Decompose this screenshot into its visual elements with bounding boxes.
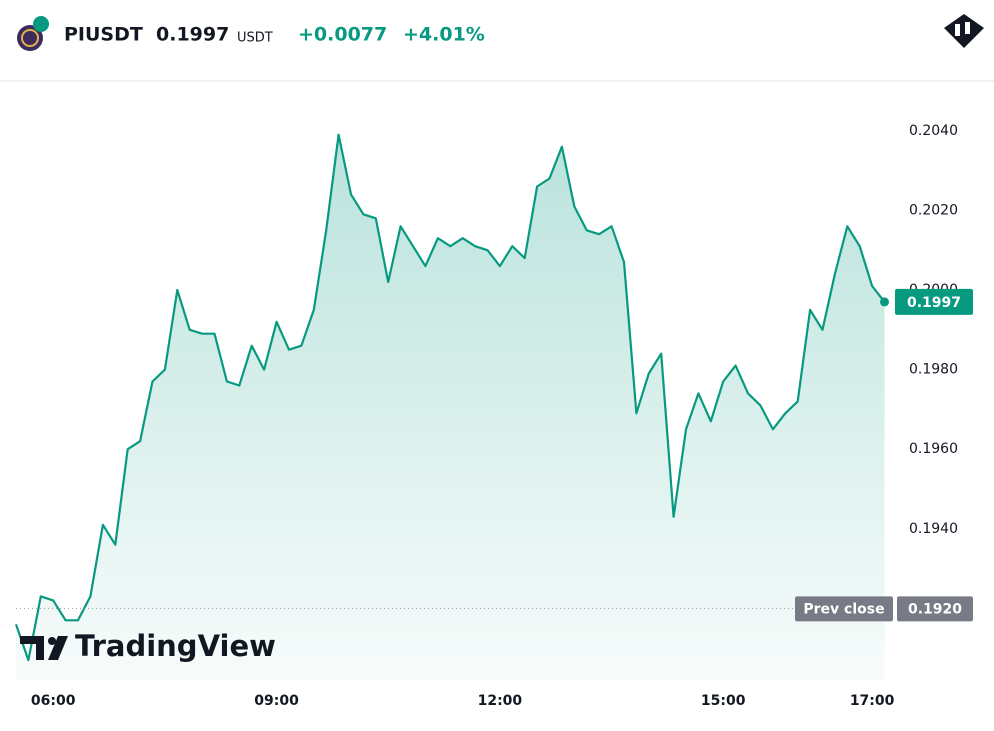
area-fill <box>16 134 885 680</box>
y-tick-label: 0.1960 <box>909 441 958 457</box>
y-tick-label: 0.1940 <box>909 521 958 537</box>
price-line <box>14 133 886 662</box>
x-tick-label: 06:00 <box>31 693 76 709</box>
watermark-logo <box>48 637 56 645</box>
watermark: TradingView <box>20 629 276 663</box>
symbol: PIUSDT <box>64 24 143 46</box>
last-point <box>880 297 890 307</box>
change-percent: +4.01% <box>403 24 485 46</box>
y-tick-label: 0.1980 <box>909 362 958 378</box>
widget-icon-candle <box>955 24 960 36</box>
last-price-label: 0.1997 <box>907 295 961 311</box>
currency: USDT <box>237 31 273 46</box>
plot-area: 0.19400.19600.19800.20000.20200.204006:0… <box>14 123 973 709</box>
change: +0.0077 <box>298 24 387 46</box>
prev-close-value: 0.1920 <box>908 601 962 617</box>
widget-icon[interactable] <box>944 14 984 48</box>
x-tick-label: 12:00 <box>478 693 523 709</box>
symbol-badge <box>33 16 49 32</box>
prev-close-tag <box>795 596 893 622</box>
x-tick-label: 09:00 <box>254 693 299 709</box>
price: 0.1997 <box>156 24 229 46</box>
widget-icon-candle <box>965 22 970 34</box>
prev-close-label: Prev close <box>803 601 884 617</box>
last-price-tag <box>895 288 973 315</box>
watermark-text: TradingView <box>75 629 276 663</box>
watermark-logo <box>20 636 44 660</box>
y-tick-label: 0.2040 <box>909 123 958 139</box>
x-tick-label: 15:00 <box>701 693 746 709</box>
y-tick-label: 0.2020 <box>909 202 958 218</box>
symbol-logo-ring <box>21 29 39 47</box>
x-tick-label: 17:00 <box>850 693 895 709</box>
watermark-logo <box>48 636 68 660</box>
symbol-logo <box>17 25 43 51</box>
prev-close-value-tag <box>897 596 973 622</box>
header: PIUSDT 0.1997 USDT +0.0077 +4.01% <box>0 14 994 82</box>
